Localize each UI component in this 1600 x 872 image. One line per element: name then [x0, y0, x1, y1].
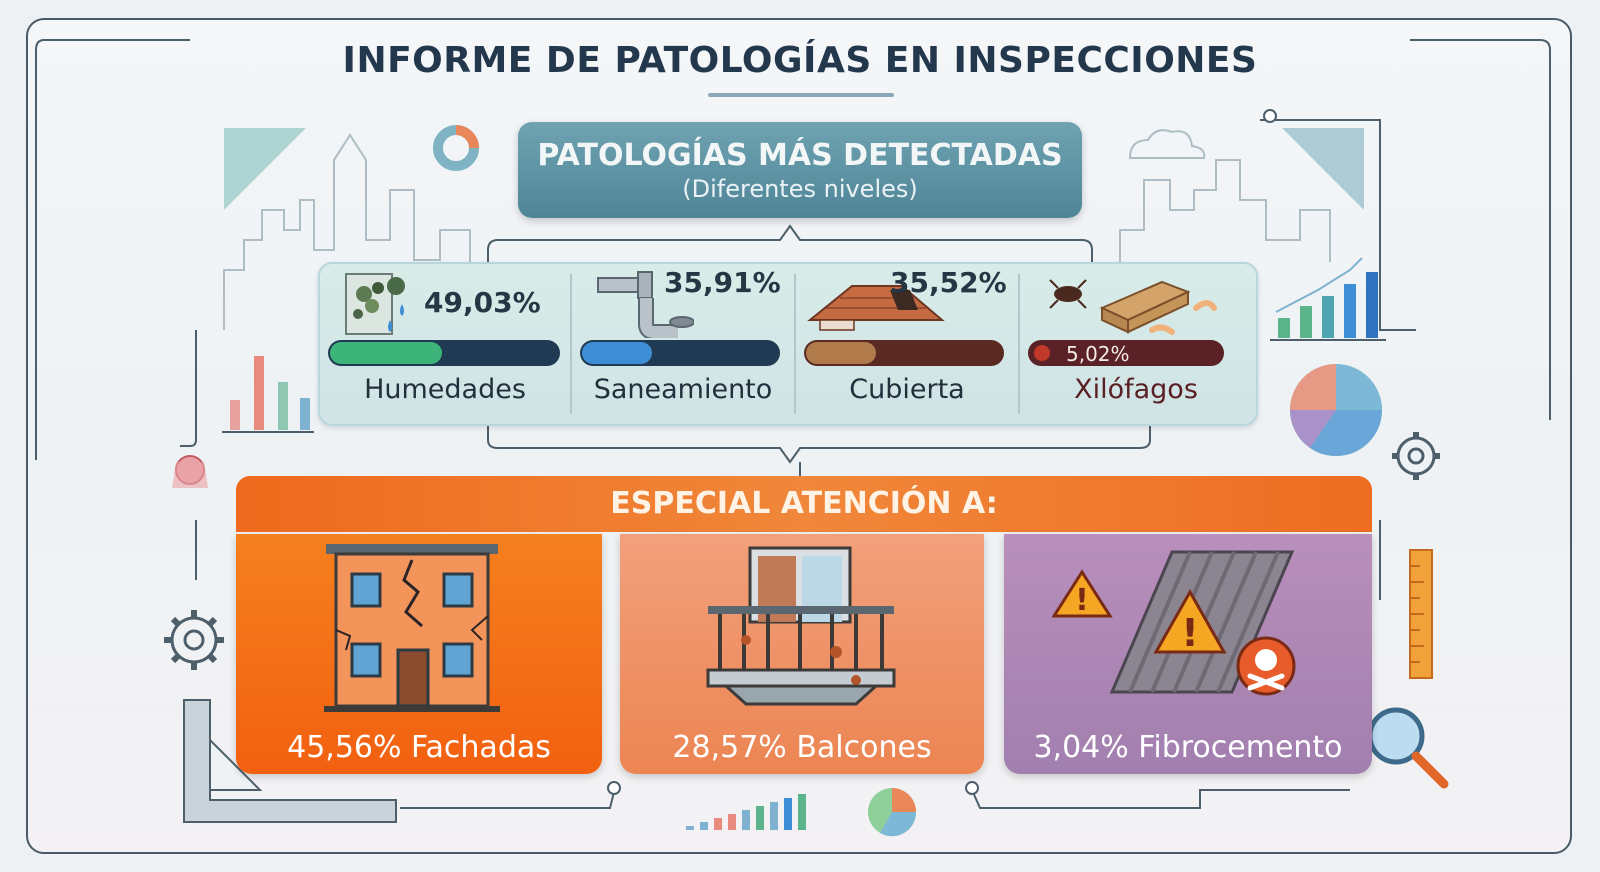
asbestos-roof-icon: ! !	[1052, 550, 1296, 696]
humedades-percent: 49,03%	[424, 286, 541, 319]
column-divider	[794, 274, 796, 414]
woodworm-icon	[1049, 279, 1217, 335]
ruler-icon	[1409, 549, 1433, 679]
mold-drops-icon	[345, 273, 405, 335]
pathology-xilofagos: 5,02% Xilófagos	[1020, 264, 1252, 424]
pie-chart-icon	[1290, 364, 1382, 457]
column-divider	[570, 274, 572, 414]
banner-title: PATOLOGÍAS MÁS DETECTADAS	[537, 138, 1063, 173]
xilofagos-label: Xilófagos	[1074, 374, 1198, 405]
card-fibrocemento: ! ! 3,04% Fibrocemento	[1004, 534, 1372, 774]
balcones-label: 28,57% Balcones	[672, 730, 932, 765]
pathologies-panel: 49,03% Humedades 35,91% Saneamiento 35,5…	[318, 262, 1258, 426]
column-divider	[1018, 274, 1020, 414]
svg-text:!: !	[1181, 611, 1198, 655]
small-pie-chart-icon	[868, 788, 917, 837]
gear-teeth	[164, 432, 1440, 670]
saneamiento-percent: 35,91%	[664, 266, 781, 299]
cubierta-label: Cubierta	[849, 374, 965, 405]
roof-icon	[807, 285, 945, 331]
donut-chart-icon	[433, 125, 479, 171]
pipe-icon	[597, 271, 694, 338]
card-balcones: 28,57% Balcones	[620, 534, 984, 774]
small-bar-chart-icon	[686, 794, 806, 830]
humedades-progress-fill	[330, 342, 442, 364]
magnifier-icon	[1367, 707, 1449, 789]
saneamiento-progress-fill	[582, 342, 653, 364]
detected-pathologies-banner: PATOLOGÍAS MÁS DETECTADAS (Diferentes ni…	[518, 122, 1082, 218]
triangle-right-shape	[1282, 128, 1364, 210]
pathology-saneamiento: 35,91% Saneamiento	[572, 264, 794, 424]
bar-chart-right-icon	[1270, 257, 1386, 341]
bar-chart-left-icon	[222, 356, 314, 433]
fibrocemento-label: 3,04% Fibrocemento	[1033, 730, 1343, 765]
damaged-balcony-icon	[706, 546, 896, 706]
saneamiento-label: Saneamiento	[593, 374, 773, 405]
fachadas-label: 45,56% Fachadas	[287, 730, 551, 765]
skyline-right	[1119, 159, 1331, 262]
cubierta-progress-bar	[804, 340, 1004, 366]
svg-text:!: !	[1075, 583, 1089, 618]
title-underline	[708, 93, 894, 97]
cloud-icon	[1128, 129, 1206, 159]
skyline-left	[223, 133, 471, 330]
connector-lines	[35, 39, 1551, 809]
set-square-icon	[183, 699, 397, 823]
pathology-cubierta: 35,52% Cubierta	[796, 264, 1018, 424]
humedades-progress-bar	[328, 340, 560, 366]
special-attention-header: ESPECIAL ATENCIÓN A:	[236, 476, 1372, 532]
humedades-label: Humedades	[364, 374, 526, 405]
xilofagos-percent: 5,02%	[1066, 342, 1130, 366]
worker-icon	[172, 455, 208, 488]
pathology-humedades: 49,03% Humedades	[320, 264, 570, 424]
cubierta-progress-fill	[806, 342, 876, 364]
cracked-building-icon	[324, 544, 500, 712]
cubierta-percent: 35,52%	[890, 266, 1007, 299]
triangle-left-shape	[224, 128, 306, 210]
card-fachadas: 45,56% Fachadas	[236, 534, 602, 774]
page-title: INFORME DE PATOLOGÍAS EN INSPECCIONES	[342, 40, 1258, 81]
saneamiento-progress-bar	[580, 340, 780, 366]
xilofagos-progress-fill	[1034, 345, 1050, 361]
banner-caption: (Diferentes niveles)	[682, 175, 918, 203]
xilofagos-progress-bar: 5,02%	[1028, 340, 1224, 366]
